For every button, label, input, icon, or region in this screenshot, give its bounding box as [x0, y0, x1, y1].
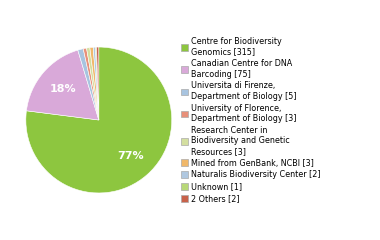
Wedge shape [26, 47, 172, 193]
Wedge shape [78, 49, 99, 120]
Wedge shape [97, 47, 99, 120]
Wedge shape [90, 47, 99, 120]
Wedge shape [87, 48, 99, 120]
Wedge shape [83, 48, 99, 120]
Wedge shape [27, 50, 99, 120]
Legend: Centre for Biodiversity
Genomics [315], Canadian Centre for DNA
Barcoding [75], : Centre for Biodiversity Genomics [315], … [180, 37, 321, 203]
Text: 77%: 77% [117, 150, 144, 161]
Wedge shape [95, 47, 99, 120]
Wedge shape [93, 47, 99, 120]
Text: 18%: 18% [49, 84, 76, 94]
